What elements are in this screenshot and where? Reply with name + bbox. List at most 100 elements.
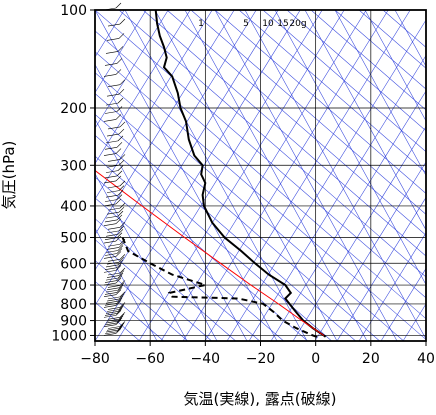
mixing-ratio-label: 10 — [262, 19, 274, 29]
x-axis-label: 気温(実線), 露点(破線) — [184, 390, 337, 408]
wind-barb — [103, 240, 117, 244]
y-tick-label: 500 — [60, 230, 87, 246]
wind-barb — [107, 207, 121, 211]
wind-barb — [104, 219, 118, 223]
wind-barb — [103, 203, 117, 207]
guide-lines-layer — [95, 10, 426, 341]
wind-barb — [105, 140, 119, 144]
moist-guide-line — [304, 10, 426, 231]
x-tick-label: 20 — [362, 351, 380, 367]
adiabat-guide-line — [238, 10, 426, 173]
wind-barb-flag — [119, 121, 126, 128]
wind-barb — [103, 223, 117, 226]
wind-barb — [105, 250, 119, 253]
axis-text-layer: −80 −60 −40 −20 0 20 40 100 200 300 400 500 600 700 80… — [51, 3, 435, 367]
wind-barb — [107, 307, 121, 310]
wind-barb — [103, 294, 117, 297]
wind-barb-flag — [116, 326, 123, 332]
wind-barb — [106, 298, 120, 302]
temperature-guide-line — [95, 10, 235, 236]
y-tick-label: 1000 — [51, 328, 87, 344]
wind-barb — [105, 289, 119, 293]
wind-barb-flag — [115, 265, 122, 271]
temperature-guide-line — [95, 10, 147, 94]
wind-barb — [103, 180, 117, 184]
temperature-guide-line — [95, 10, 257, 271]
wind-barb-flag — [118, 256, 125, 263]
x-tick-label: −80 — [80, 351, 110, 367]
wind-barb — [105, 264, 119, 268]
temperature-guide-line — [226, 19, 426, 341]
moist-guide-line — [154, 10, 338, 341]
wind-barb — [105, 170, 119, 173]
adiabat-guide-line — [358, 10, 426, 69]
axis-ticks-layer — [90, 9, 427, 346]
wind-barb-flag — [118, 304, 125, 310]
temperature-guide-line — [204, 10, 411, 341]
y-tick-label: 200 — [60, 101, 87, 117]
wind-barb-flag — [115, 2, 122, 9]
moist-guide-line — [95, 173, 188, 341]
wind-barb-flag — [117, 210, 124, 217]
wind-barb — [105, 329, 119, 333]
adiabat-guide-line — [166, 10, 426, 236]
wind-barb-flag — [119, 291, 126, 298]
wind-barb-flag — [115, 235, 122, 242]
mixing-ratio-label: 1 — [198, 19, 204, 29]
wind-barb-flag — [118, 282, 125, 289]
wind-barb — [107, 126, 121, 130]
temperature-guide-line — [270, 90, 426, 341]
wind-barb — [106, 38, 120, 41]
wind-barb — [107, 285, 121, 288]
wind-barb — [107, 243, 121, 247]
wind-barb-flag — [115, 148, 122, 154]
wind-barb — [106, 275, 120, 278]
wind-barb-flag — [115, 277, 122, 284]
wind-barb — [104, 267, 118, 270]
wind-barb-flag — [119, 312, 126, 318]
wind-barb-flag — [116, 106, 123, 112]
adiabat-guide-line — [214, 10, 426, 194]
wind-barb-flag — [118, 225, 125, 232]
wind-barb-flag — [116, 58, 123, 64]
wind-barb-flag — [117, 189, 124, 196]
mixing-ratio-label: 15 — [277, 19, 288, 29]
wind-barb — [104, 292, 118, 295]
adiabat-guide-line — [95, 134, 332, 341]
wind-barb-flag — [119, 280, 126, 286]
wind-barb-flag — [118, 313, 125, 320]
temperature-guide-line — [138, 10, 345, 341]
wind-barb-flag — [117, 306, 124, 312]
wind-barb-flag — [119, 180, 126, 187]
wind-barb — [104, 303, 118, 306]
wind-barb — [107, 272, 121, 276]
wind-barb — [105, 215, 119, 219]
adiabat-guide-line — [190, 10, 426, 215]
wind-barb-flag — [116, 194, 123, 200]
wind-barb — [104, 147, 118, 150]
wind-barb-flag — [117, 97, 124, 104]
temperature-guide-line — [95, 10, 213, 200]
temperature-guide-line — [314, 161, 426, 341]
wind-barb — [104, 175, 118, 179]
adiabat-guide-line — [95, 218, 236, 341]
adiabat-guide-line — [286, 10, 426, 132]
moist-guide-line — [95, 227, 158, 341]
wind-barb-flag — [118, 33, 125, 39]
wind-barb — [103, 315, 117, 318]
y-tick-label: 800 — [60, 297, 87, 313]
adiabat-guide-line — [95, 113, 356, 341]
wind-barb-flag — [117, 245, 124, 251]
adiabat-guide-line — [262, 10, 426, 153]
wind-barb-flag — [119, 154, 126, 160]
wind-barb — [107, 23, 121, 27]
wind-barb — [104, 237, 118, 241]
wind-barb — [105, 300, 119, 304]
wind-barb — [103, 270, 117, 273]
adiabat-guide-line — [95, 10, 426, 299]
wind-barb-flag — [117, 229, 124, 235]
wind-barb — [106, 318, 120, 322]
wind-barb — [104, 313, 118, 316]
adiabat-guide-line — [95, 93, 380, 341]
